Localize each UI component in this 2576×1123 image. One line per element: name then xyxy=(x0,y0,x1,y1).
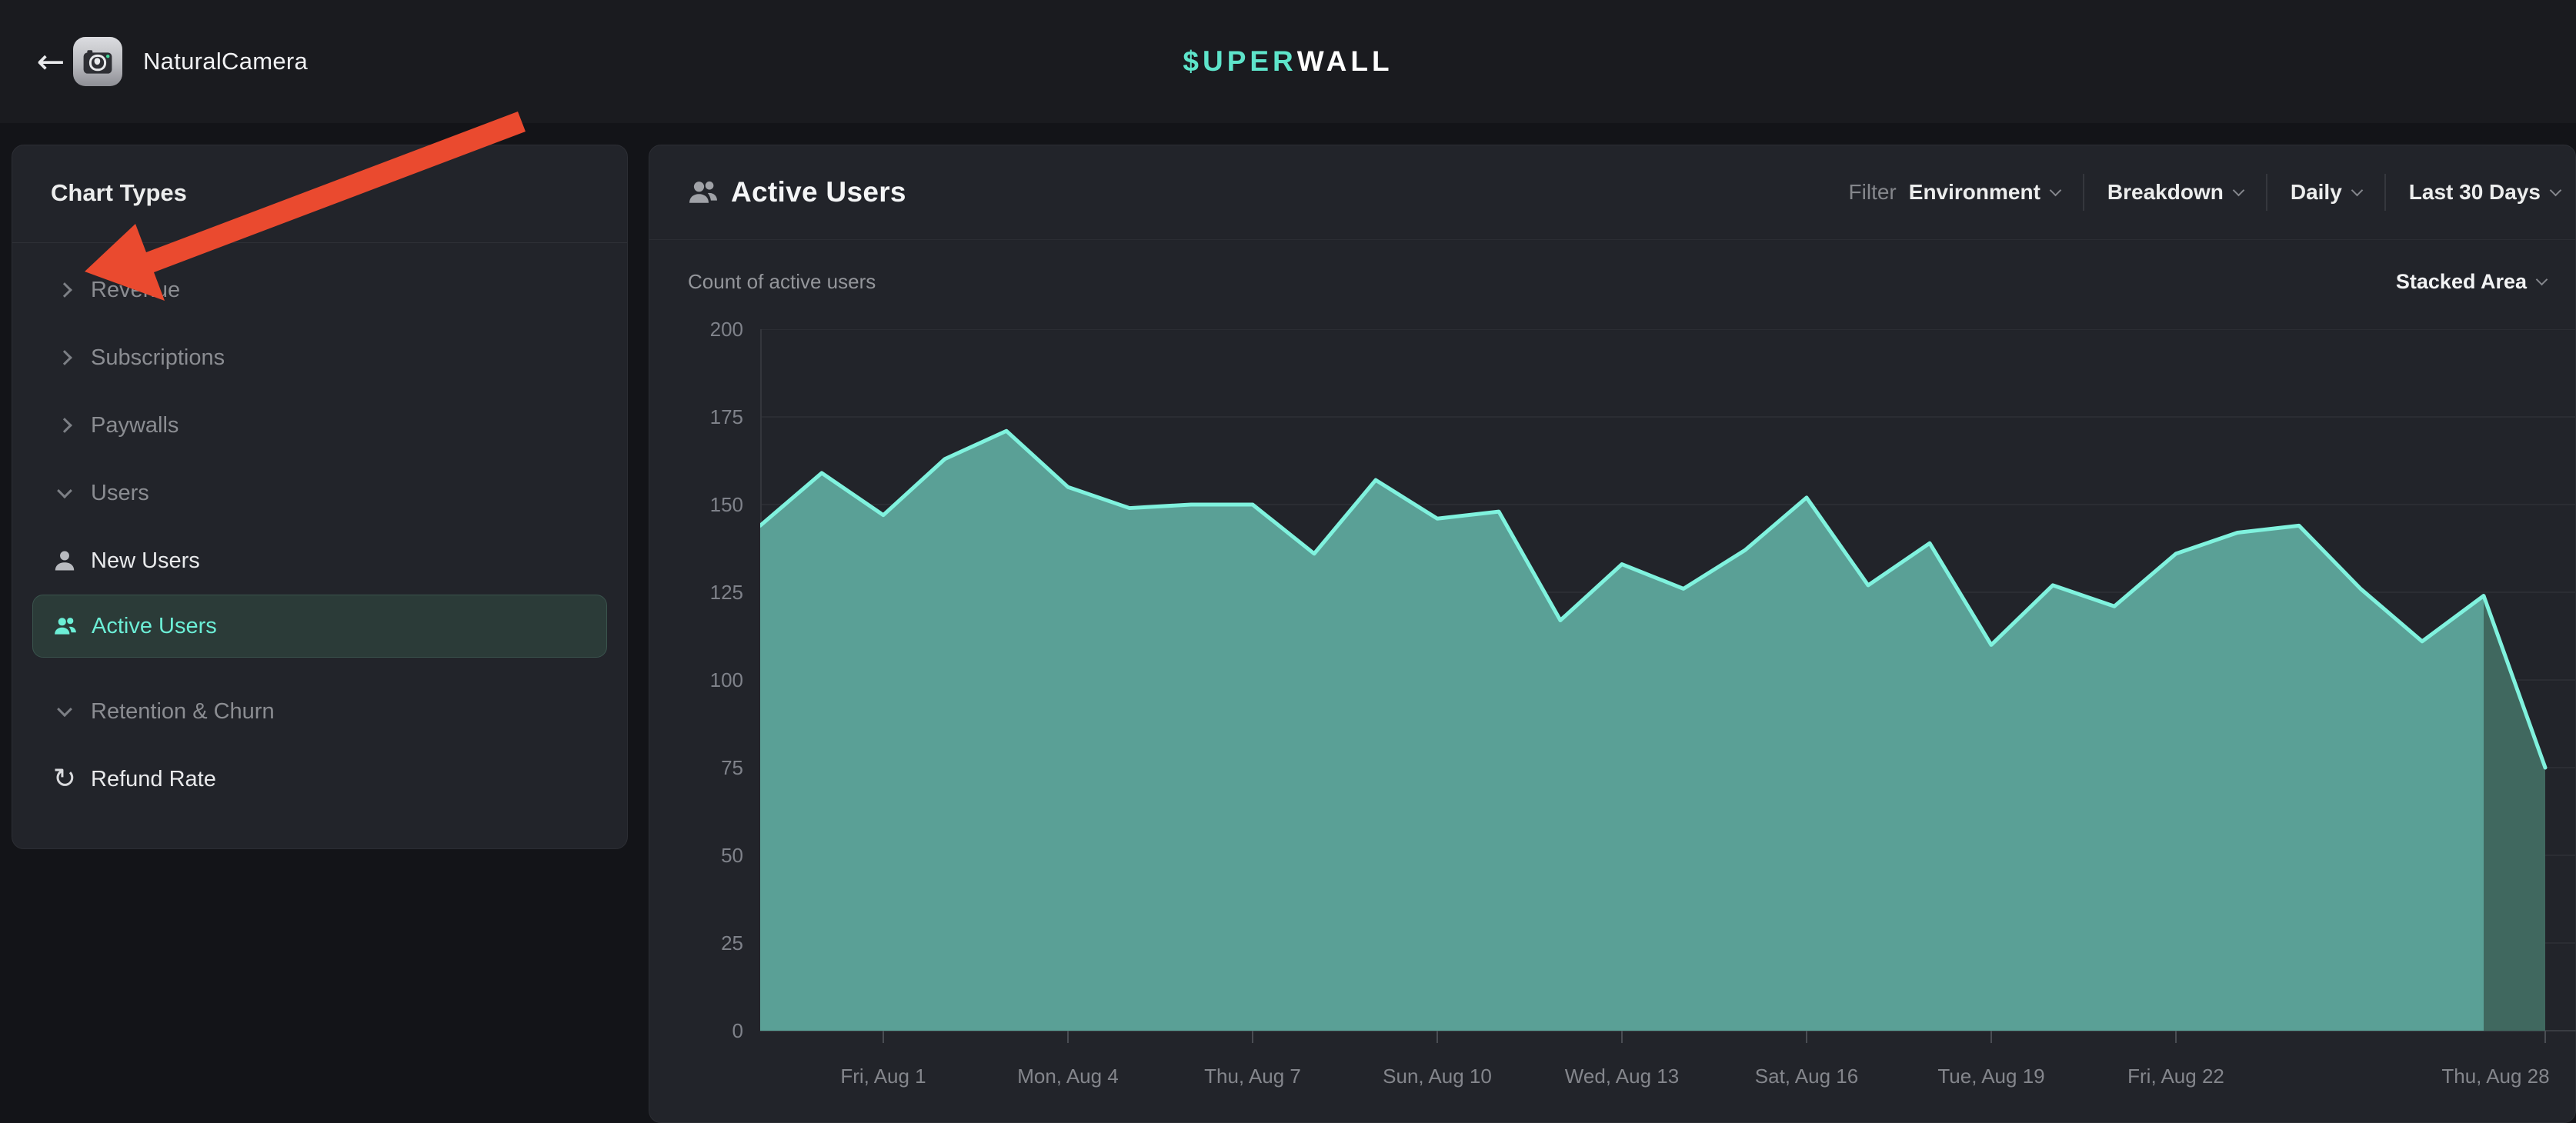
area-fill-partial xyxy=(2484,596,2545,1031)
filter-controls: Filter Environment Breakdown Daily Last 30 D… xyxy=(1849,145,2560,239)
chart-types-sidebar: Chart Types Revenue Subscriptions Paywalls… xyxy=(12,145,628,849)
dropdown-label: Environment xyxy=(1909,180,2040,205)
sidebar-item-revenue[interactable]: Revenue xyxy=(12,256,627,324)
sidebar-item-users[interactable]: Users xyxy=(12,459,627,527)
dropdown-label: Last 30 Days xyxy=(2409,180,2541,205)
dropdown-daily[interactable]: Daily xyxy=(2291,180,2361,205)
x-tick-label: Sat, Aug 16 xyxy=(1755,1062,1858,1090)
chevron-down-icon xyxy=(2050,184,2062,196)
sidebar-item-label: Revenue xyxy=(91,278,180,303)
dropdown-environment[interactable]: Filter Environment xyxy=(1849,180,2060,205)
sidebar-divider xyxy=(12,242,627,243)
sidebar-item-glyph xyxy=(52,612,79,640)
sidebar-item-glyph xyxy=(51,412,78,439)
y-tick-label: 0 xyxy=(674,1018,743,1043)
sidebar-item-paywalls[interactable]: Paywalls xyxy=(12,392,627,459)
chevron-right-icon xyxy=(57,418,72,433)
chevron-right-icon xyxy=(57,350,72,365)
chart-type-label: Stacked Area xyxy=(2396,270,2527,294)
x-tick-label: Fri, Aug 22 xyxy=(2127,1062,2224,1090)
dropdown-last-30-days[interactable]: Last 30 Days xyxy=(2409,180,2560,205)
chart-type-selector[interactable]: Stacked Area xyxy=(2396,267,2546,296)
dropdown-label: Breakdown xyxy=(2107,180,2224,205)
chart-subtitle: Count of active users xyxy=(688,267,876,296)
sidebar-title: Chart Types xyxy=(51,173,187,213)
sidebar-item-list: Revenue Subscriptions Paywalls Users New Use… xyxy=(12,256,627,813)
area-fill xyxy=(760,431,2484,1031)
panel-title: Active Users xyxy=(731,145,906,239)
camera-icon xyxy=(79,43,116,80)
control-separator xyxy=(2083,174,2084,211)
active-users-panel: Active Users Filter Environment Breakdown D… xyxy=(649,145,2576,1123)
app-icon-camera xyxy=(73,37,122,86)
sidebar-item-glyph xyxy=(51,276,78,304)
chevron-down-icon xyxy=(57,701,72,717)
chevron-down-icon xyxy=(2351,184,2364,196)
sidebar-item-label: Paywalls xyxy=(91,413,179,438)
chevron-right-icon xyxy=(57,282,72,298)
x-tick-label: Wed, Aug 13 xyxy=(1565,1062,1679,1090)
x-tick-label: Tue, Aug 19 xyxy=(1937,1062,2044,1090)
header-divider xyxy=(649,239,2575,240)
y-tick-label: 75 xyxy=(674,755,743,780)
chevron-down-icon xyxy=(2233,184,2245,196)
back-button[interactable]: ← xyxy=(23,0,78,123)
sidebar-item-label: Subscriptions xyxy=(91,345,225,371)
dropdown-label: Daily xyxy=(2291,180,2342,205)
x-tick-label: Mon, Aug 4 xyxy=(1017,1062,1119,1090)
users-icon xyxy=(686,175,720,209)
y-tick-label: 25 xyxy=(674,931,743,955)
superwall-logo: $UPERWALL xyxy=(1183,0,1393,123)
x-tick-label: Fri, Aug 1 xyxy=(840,1062,926,1090)
x-tick-label: Thu, Aug 28 xyxy=(2441,1062,2549,1090)
sidebar-item-glyph xyxy=(51,344,78,372)
y-tick-label: 175 xyxy=(674,405,743,429)
x-tick-label: Thu, Aug 7 xyxy=(1204,1062,1301,1090)
user-icon xyxy=(52,548,78,574)
sidebar-item-glyph xyxy=(51,698,78,725)
sidebar-item-active-users[interactable]: Active Users xyxy=(32,595,607,658)
chevron-down-icon xyxy=(57,483,72,498)
y-tick-label: 125 xyxy=(674,580,743,605)
filter-label: Filter xyxy=(1849,180,1897,205)
logo-accent: $UPER xyxy=(1183,45,1296,78)
sidebar-item-refund-rate[interactable]: ↻ Refund Rate xyxy=(12,745,627,813)
sidebar-item-retention-churn[interactable]: Retention & Churn xyxy=(12,678,627,745)
sidebar-item-new-users[interactable]: New Users xyxy=(12,527,627,595)
sidebar-item-glyph xyxy=(51,547,78,575)
top-bar: ← NaturalCamera $UPERWALL xyxy=(0,0,2576,123)
chart-header: Active Users Filter Environment Breakdown D… xyxy=(649,145,2575,239)
sidebar-item-label: Users xyxy=(91,481,149,506)
sidebar-item-label: Active Users xyxy=(92,614,217,639)
sidebar-item-label: New Users xyxy=(91,548,200,574)
y-tick-label: 50 xyxy=(674,843,743,868)
sidebar-item-glyph xyxy=(51,479,78,507)
control-separator xyxy=(2384,174,2386,211)
sidebar-item-label: Refund Rate xyxy=(91,767,216,792)
control-separator xyxy=(2266,174,2267,211)
chevron-down-icon xyxy=(2550,184,2562,196)
y-tick-label: 150 xyxy=(674,492,743,517)
area-chart xyxy=(760,329,2576,1052)
sidebar-item-subscriptions[interactable]: Subscriptions xyxy=(12,324,627,392)
dropdown-breakdown[interactable]: Breakdown xyxy=(2107,180,2243,205)
y-tick-label: 200 xyxy=(674,317,743,342)
chevron-down-icon xyxy=(2536,273,2548,285)
users-icon xyxy=(52,613,78,639)
x-tick-label: Sun, Aug 10 xyxy=(1383,1062,1492,1090)
sidebar-item-label: Retention & Churn xyxy=(91,699,275,725)
refresh-icon: ↻ xyxy=(53,765,76,793)
app-name: NaturalCamera xyxy=(143,0,308,123)
sidebar-item-glyph: ↻ xyxy=(51,765,78,793)
logo-rest: WALL xyxy=(1297,45,1393,78)
y-tick-label: 100 xyxy=(674,668,743,692)
